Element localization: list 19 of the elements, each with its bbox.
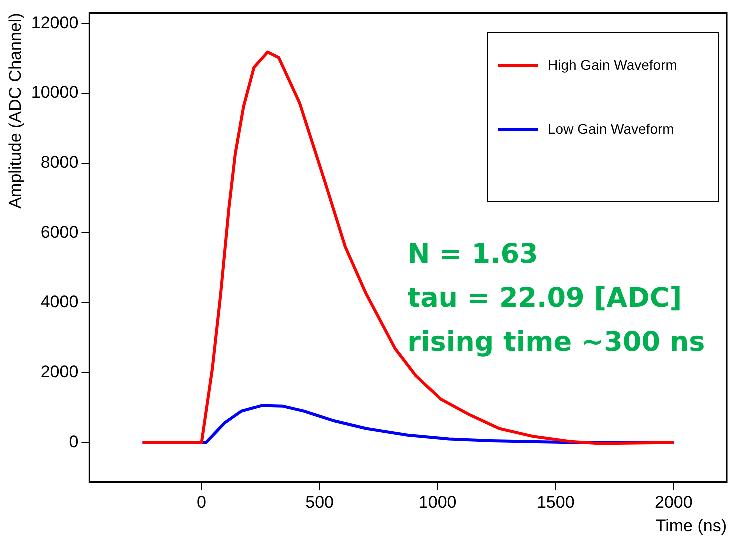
legend-label: Low Gain Waveform xyxy=(548,121,674,138)
y-axis-title: Amplitude (ADC Channel) xyxy=(6,13,25,209)
annotation: rising time ~300 ns xyxy=(408,326,706,360)
y-tick-label: 2000 xyxy=(40,362,79,382)
x-tick-label: 500 xyxy=(306,493,334,512)
y-tick-label: 0 xyxy=(69,432,79,452)
y-tick-label: 4000 xyxy=(40,292,79,312)
x-tick-label: 2000 xyxy=(654,493,693,512)
x-axis-title: Time (ns) xyxy=(656,516,727,536)
y-tick-label: 6000 xyxy=(40,222,79,242)
y-tick-label: 10000 xyxy=(31,83,79,102)
x-tick-label: 1500 xyxy=(536,493,575,512)
y-tick-label: 12000 xyxy=(31,13,79,32)
annotation: N = 1.63 xyxy=(408,238,540,272)
x-tick-label: 1000 xyxy=(418,493,457,512)
annotation: tau = 22.09 [ADC] xyxy=(408,282,684,316)
legend-label: High Gain Waveform xyxy=(548,57,678,74)
x-tick-label: 0 xyxy=(197,493,207,512)
y-tick-label: 8000 xyxy=(40,153,79,172)
